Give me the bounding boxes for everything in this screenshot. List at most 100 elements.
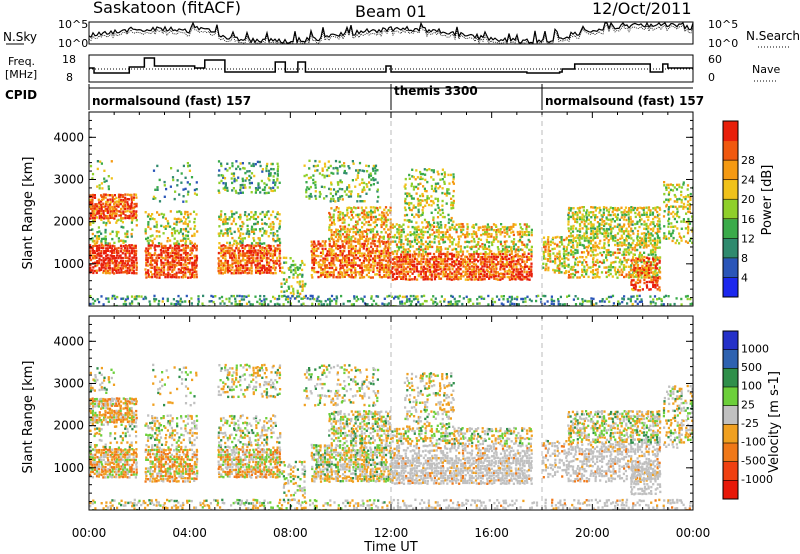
echo-cell [457, 245, 460, 248]
echo-cell [171, 260, 174, 264]
echo-cell [493, 277, 496, 280]
echo-cell [616, 242, 619, 245]
echo-cell [124, 252, 127, 255]
echo-cell [358, 213, 361, 216]
echo-cell [625, 227, 628, 230]
echo-cell [113, 251, 116, 254]
echo-cell [220, 218, 223, 221]
echo-cell [505, 255, 508, 258]
echo-cell [165, 247, 168, 250]
echo-cell [514, 255, 517, 258]
echo-cell [169, 251, 172, 255]
echo-cell [267, 268, 270, 272]
echo-cell [686, 241, 690, 244]
echo-cell [393, 272, 396, 276]
echo-cell [167, 247, 170, 250]
echo-cell [104, 208, 107, 211]
echo-cell [602, 208, 605, 211]
echo-cell [102, 237, 105, 240]
echo-cell [303, 263, 306, 266]
echo-cell [355, 178, 358, 181]
echo-cell [259, 164, 262, 168]
echo-cell [570, 207, 573, 210]
echo-cell [365, 247, 368, 251]
echo-cell [104, 258, 107, 262]
echo-cell [241, 246, 244, 250]
echo-cell [96, 231, 99, 234]
echo-cell [585, 227, 588, 231]
echo-cell [352, 240, 355, 243]
echo-cell [581, 268, 584, 271]
echo-cell [249, 176, 253, 179]
echo-cell [278, 264, 281, 267]
echo-cell [226, 251, 229, 254]
echo-cell [175, 256, 178, 259]
echo-cell [261, 271, 264, 274]
echo-cell [304, 282, 307, 286]
echo-cell [368, 188, 371, 191]
echo-cell [530, 252, 533, 255]
echo-cell [224, 264, 227, 267]
echo-cell [424, 230, 427, 234]
echo-cell [191, 244, 194, 248]
echo-cell [220, 162, 223, 165]
echo-cell [111, 252, 114, 255]
echo-cell [440, 226, 443, 229]
echo-cell [153, 253, 156, 257]
echo-cell [427, 197, 430, 200]
echo-cell [230, 177, 233, 180]
echo-cell [326, 273, 329, 276]
echo-cell [551, 241, 554, 244]
echo-cell [372, 264, 375, 267]
echo-cell [450, 197, 453, 200]
echo-cell [374, 206, 377, 210]
echo-cell [443, 175, 446, 178]
echo-cell [623, 264, 626, 267]
echo-cell [310, 244, 313, 247]
echo-cell [239, 237, 242, 240]
echo-cell [490, 235, 493, 238]
echo-cell [331, 266, 334, 270]
echo-cell [140, 295, 143, 298]
echo-cell [459, 263, 462, 266]
echo-cell [503, 225, 506, 229]
echo-cell [233, 239, 236, 242]
echo-cell [348, 254, 351, 257]
echo-cell [341, 240, 344, 243]
echo-cell [560, 262, 564, 265]
echo-cell [467, 263, 470, 266]
echo-cell [248, 259, 251, 262]
echo-cell [545, 264, 548, 267]
echo-cell [423, 187, 426, 190]
echo-cell [336, 190, 340, 193]
echo-cell [362, 259, 365, 263]
echo-cell [588, 237, 591, 240]
echo-cell [354, 257, 357, 260]
echo-cell [504, 255, 507, 259]
echo-cell [95, 271, 98, 274]
echo-cell [609, 218, 612, 221]
echo-cell [109, 214, 112, 217]
echo-cell [95, 256, 98, 259]
echo-cell [89, 217, 92, 220]
echo-cell [636, 232, 640, 236]
echo-cell [589, 254, 593, 257]
echo-cell [258, 186, 261, 189]
echo-cell [650, 234, 653, 237]
echo-cell [517, 277, 520, 280]
echo-cell [409, 261, 412, 264]
echo-cell [365, 230, 368, 233]
echo-cell [278, 227, 281, 230]
echo-cell [119, 250, 123, 253]
echo-cell [549, 260, 552, 263]
echo-cell [649, 288, 652, 291]
echo-cell [486, 226, 489, 229]
echo-cell [620, 234, 623, 237]
echo-cell [580, 274, 584, 277]
echo-cell [448, 233, 451, 237]
echo-cell [145, 261, 148, 265]
echo-cell [195, 254, 198, 258]
echo-cell [647, 276, 650, 279]
echo-cell [258, 228, 262, 231]
echo-cell [357, 206, 360, 209]
